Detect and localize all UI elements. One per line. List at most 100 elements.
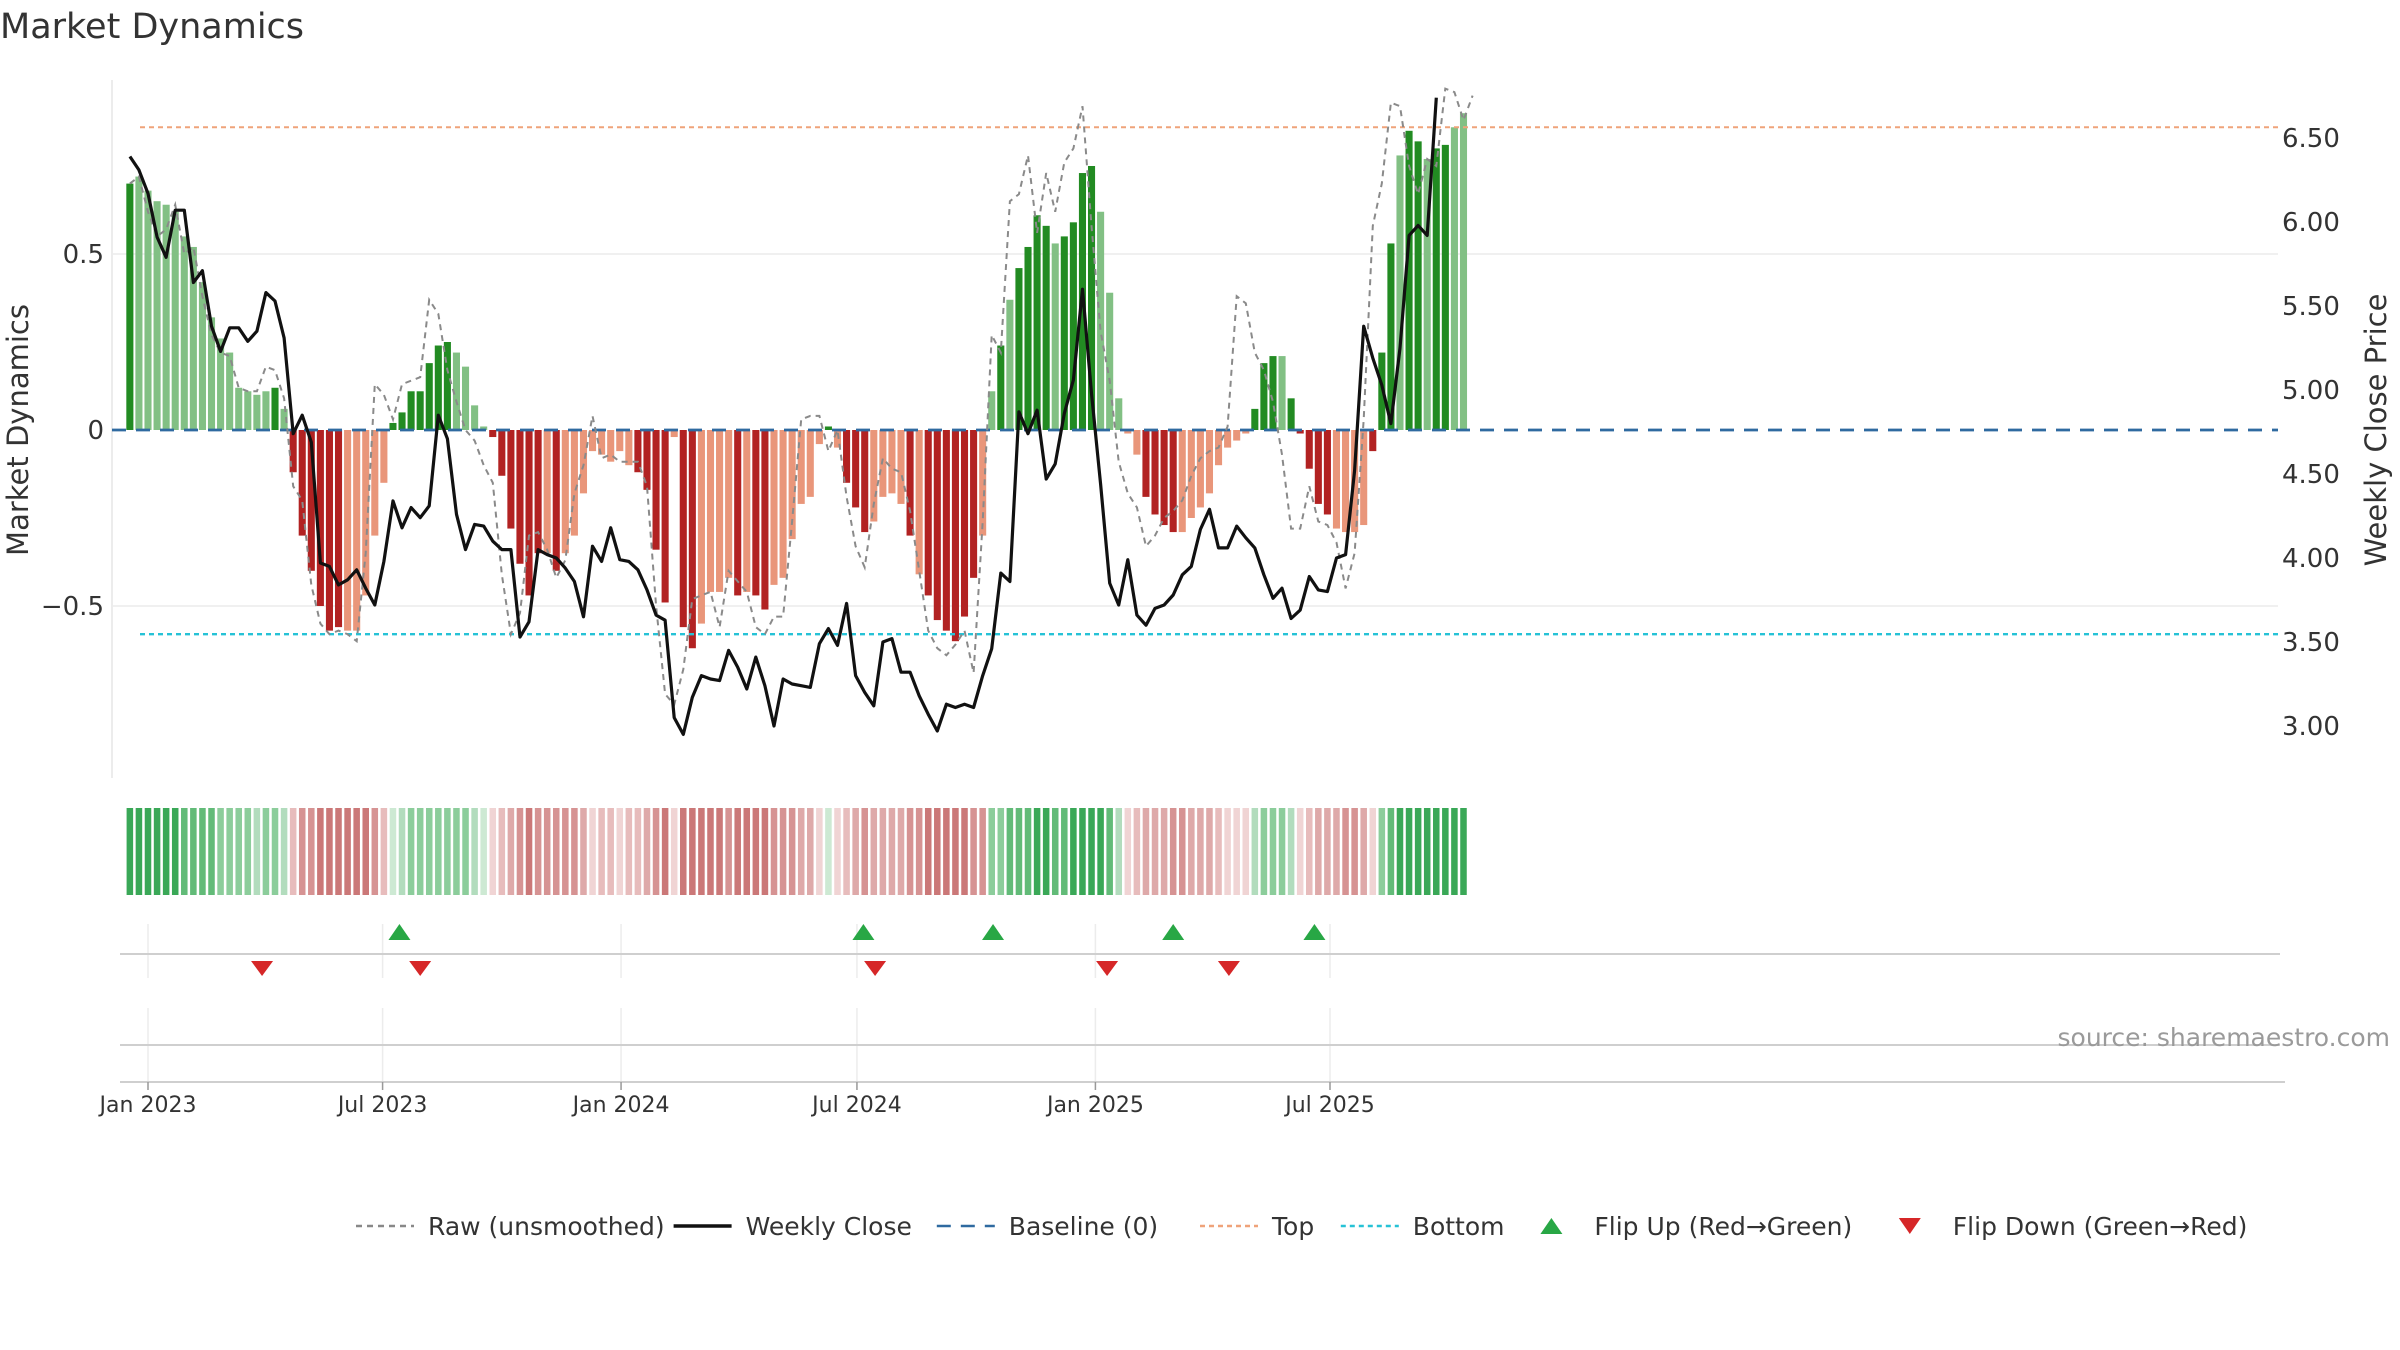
band-cell bbox=[435, 808, 442, 895]
bar bbox=[779, 430, 787, 578]
legend-label: Baseline (0) bbox=[1009, 1212, 1158, 1241]
bar bbox=[942, 430, 950, 631]
band-cell bbox=[1242, 808, 1250, 895]
bar bbox=[1205, 430, 1214, 494]
bar bbox=[407, 391, 415, 430]
band-cell bbox=[1188, 808, 1195, 895]
bar bbox=[1178, 430, 1186, 533]
band-cell bbox=[1115, 808, 1123, 895]
flip-up-marker bbox=[1303, 924, 1326, 940]
bar bbox=[561, 430, 569, 554]
band-cell bbox=[843, 808, 850, 895]
band-cell bbox=[226, 808, 233, 895]
band-cell bbox=[943, 808, 950, 895]
bar bbox=[471, 405, 479, 430]
bar bbox=[552, 430, 560, 571]
bar bbox=[380, 430, 388, 483]
band-cell bbox=[516, 808, 524, 895]
band-cell bbox=[788, 808, 796, 895]
band-cell bbox=[1178, 808, 1186, 895]
band-cell bbox=[289, 808, 297, 895]
legend-label: Flip Down (Green→Red) bbox=[1953, 1212, 2248, 1241]
band-cell bbox=[924, 808, 932, 895]
bar bbox=[443, 342, 451, 430]
band-cell bbox=[661, 808, 669, 895]
band-cell bbox=[1342, 808, 1349, 895]
band-cell bbox=[689, 808, 696, 895]
band-cell bbox=[970, 808, 977, 895]
bar bbox=[688, 430, 696, 649]
band-cell bbox=[1387, 808, 1395, 895]
bar bbox=[226, 352, 234, 430]
bar bbox=[489, 430, 497, 438]
band-cell bbox=[1142, 808, 1150, 895]
band-cell bbox=[897, 808, 905, 895]
bar bbox=[1060, 236, 1068, 430]
bar bbox=[734, 430, 742, 596]
band-cell bbox=[235, 808, 242, 895]
bar bbox=[543, 430, 551, 554]
bar bbox=[1287, 398, 1295, 430]
band-cell bbox=[126, 808, 134, 895]
x-tick-label: Jan 2024 bbox=[571, 1093, 670, 1118]
band-cell bbox=[1396, 808, 1404, 895]
bar bbox=[1278, 356, 1286, 430]
bar bbox=[1024, 246, 1032, 430]
bar bbox=[761, 430, 769, 610]
band-cell bbox=[1460, 808, 1467, 895]
bar bbox=[1224, 430, 1232, 448]
band-cell bbox=[144, 808, 152, 895]
legend-label: Top bbox=[1271, 1212, 1314, 1241]
band-cell bbox=[199, 808, 206, 895]
legend-label: Raw (unsmoothed) bbox=[428, 1212, 665, 1241]
band-cell bbox=[997, 808, 1005, 895]
bar bbox=[1360, 430, 1368, 526]
band-cell bbox=[1033, 808, 1041, 895]
band-cell bbox=[643, 808, 651, 895]
bar bbox=[353, 430, 361, 631]
band-cell bbox=[208, 808, 215, 895]
bar bbox=[833, 430, 842, 448]
band-cell bbox=[362, 808, 369, 895]
bar bbox=[679, 430, 687, 628]
left-axis-ticks: 0.5 0 −0.5 bbox=[41, 240, 104, 622]
bar bbox=[298, 430, 306, 536]
band-cell bbox=[181, 808, 188, 895]
right-axis-label: Weekly Close Price bbox=[2359, 294, 2393, 567]
bar bbox=[480, 426, 488, 430]
legend-label: Flip Up (Red→Green) bbox=[1594, 1212, 1852, 1241]
bar bbox=[951, 430, 959, 642]
band-cell bbox=[471, 808, 478, 895]
bar bbox=[1069, 222, 1077, 430]
bar bbox=[852, 430, 860, 508]
bar bbox=[824, 426, 832, 430]
flip-up-marker bbox=[982, 924, 1005, 940]
band-cell bbox=[1405, 808, 1413, 895]
x-tick-label: Jan 2023 bbox=[98, 1093, 197, 1118]
bar bbox=[371, 430, 379, 536]
flip-up-marker bbox=[852, 924, 875, 940]
main-panel: 0.5 0 −0.5 3.00 3.50 4.00 4.50 5.00 5.50 6.00 6.5… bbox=[1, 80, 2393, 778]
right-tick-label: 5.50 bbox=[2282, 292, 2340, 322]
bar bbox=[1323, 430, 1331, 515]
bar bbox=[1097, 211, 1105, 430]
band-cell bbox=[389, 808, 397, 895]
band-cell bbox=[1215, 808, 1222, 895]
bar bbox=[1260, 363, 1268, 430]
band-cell bbox=[162, 808, 170, 895]
weekly-close-line bbox=[128, 97, 1438, 736]
bar bbox=[616, 430, 624, 452]
band-cell bbox=[280, 808, 288, 895]
bar bbox=[198, 282, 206, 430]
bar bbox=[1369, 430, 1377, 452]
band-cell bbox=[308, 808, 315, 895]
right-tick-label: 6.00 bbox=[2282, 208, 2340, 238]
bar bbox=[189, 246, 197, 430]
band-cell bbox=[480, 808, 487, 895]
band-cell bbox=[453, 808, 460, 895]
band-cell bbox=[444, 808, 451, 895]
bar bbox=[416, 391, 424, 430]
band-cell bbox=[698, 808, 705, 895]
bar bbox=[598, 430, 606, 455]
flip-markers bbox=[251, 924, 1326, 976]
